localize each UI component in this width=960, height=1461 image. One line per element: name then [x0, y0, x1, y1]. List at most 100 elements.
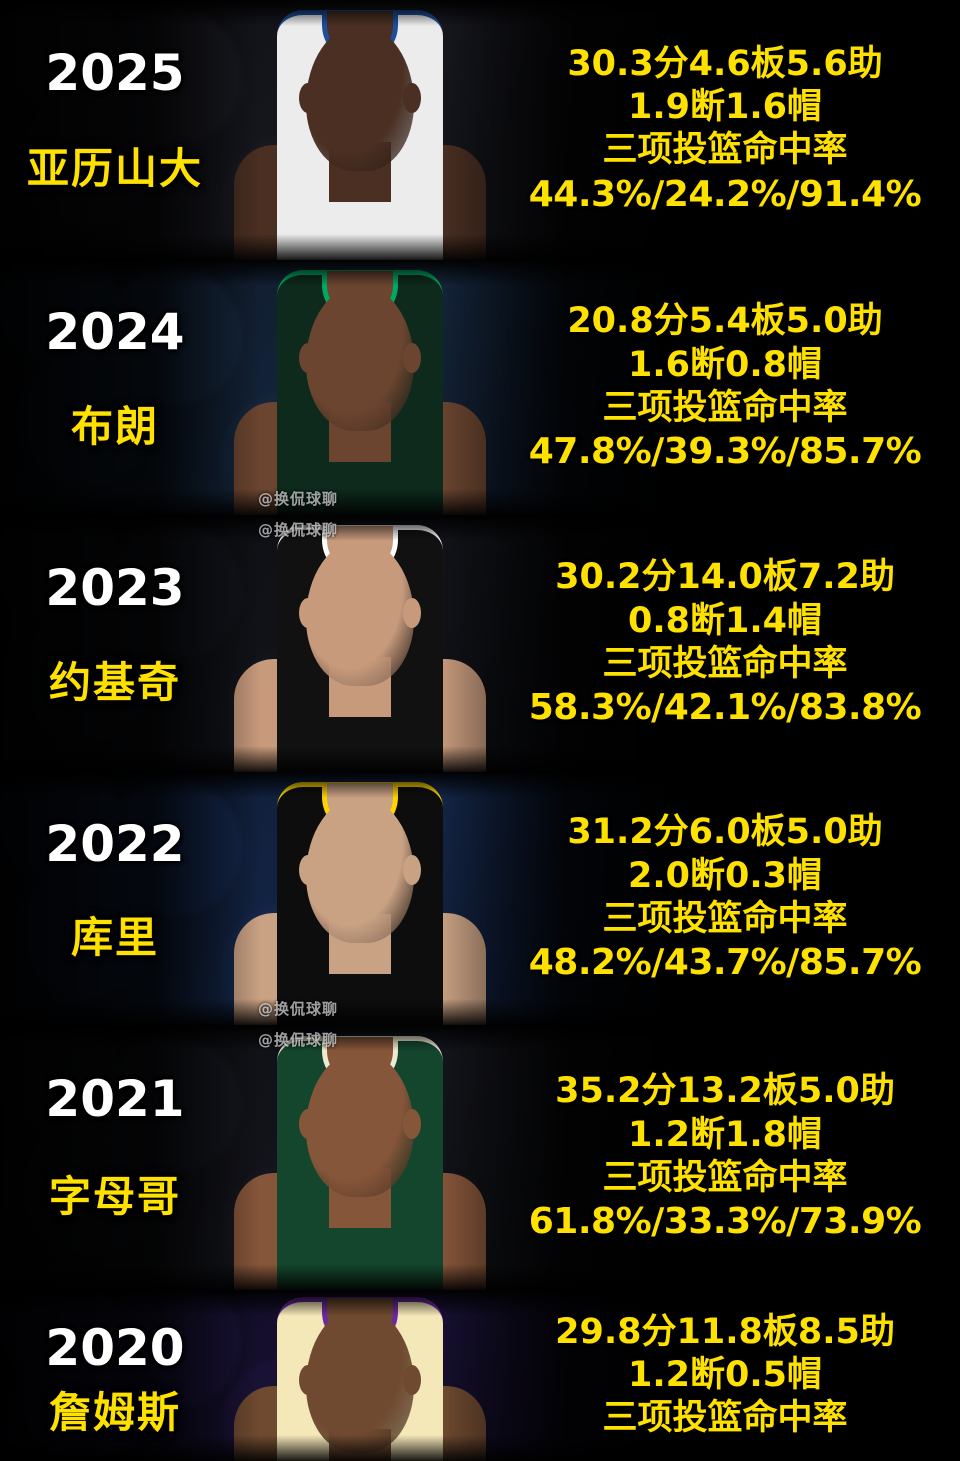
- player-head: [299, 1306, 421, 1453]
- stat-line-defense: 1.2断1.8帽: [627, 1114, 822, 1155]
- top-gradient: [0, 1290, 960, 1316]
- watermark: @换侃球聊: [258, 521, 339, 539]
- player-ear: [299, 854, 317, 885]
- player-name: 亚历山大: [26, 144, 203, 193]
- label-column: 2022 库里: [0, 772, 230, 1025]
- stat-line-defense: 0.8断1.4帽: [627, 600, 822, 641]
- top-gradient: [0, 0, 960, 26]
- stat-block: 35.2分13.2板5.0助 1.2断1.8帽 三项投篮命中率 61.8%/33…: [490, 1025, 960, 1290]
- right-gradient: [440, 515, 960, 772]
- label-column: 2020 詹姆斯: [0, 1290, 230, 1461]
- player-name: 字母哥: [48, 1172, 181, 1221]
- player-row: 2020 詹姆斯 29.8分11.8板8.5助 1.2断0.5帽 三项投篮命中率: [0, 1290, 960, 1461]
- player-figure: [230, 1296, 490, 1461]
- season-year: 2024: [45, 303, 185, 361]
- left-gradient: [0, 772, 260, 1025]
- player-head: [299, 284, 421, 431]
- stat-line-header: 三项投篮命中率: [602, 387, 848, 428]
- bottom-gradient: [0, 489, 960, 515]
- player-head: [299, 796, 421, 943]
- stat-line-counting: 29.8分11.8板8.5助: [555, 1311, 895, 1352]
- stat-block: 20.8分5.4板5.0助 1.6断0.8帽 三项投篮命中率 47.8%/39.…: [490, 260, 960, 515]
- player-head: [299, 1050, 421, 1197]
- right-gradient: [440, 772, 960, 1025]
- watermark: @换侃球聊: [258, 1000, 339, 1018]
- stat-line-header: 三项投篮命中率: [602, 1398, 848, 1439]
- label-column: 2024 布朗: [0, 260, 230, 515]
- season-year: 2020: [45, 1319, 185, 1377]
- top-gradient: [0, 772, 960, 798]
- player-ear: [299, 1108, 317, 1139]
- player-photo: [0, 772, 960, 1025]
- player-name: 库里: [70, 913, 159, 962]
- player-ear: [403, 1364, 421, 1395]
- stat-line-counting: 35.2分13.2板5.0助: [555, 1071, 895, 1112]
- stat-line-counting: 20.8分5.4板5.0助: [567, 301, 883, 342]
- stat-line-header: 三项投篮命中率: [602, 130, 848, 171]
- left-gradient: [0, 515, 260, 772]
- player-row: @换侃球聊 2021 字母哥 35.2分13.2板5.0助 1.2断1.8帽 三…: [0, 1025, 960, 1290]
- player-head: [299, 540, 421, 687]
- stat-block: 30.3分4.6板5.6助 1.9断1.6帽 三项投篮命中率 44.3%/24.…: [490, 0, 960, 260]
- stat-line-percentages: 47.8%/39.3%/85.7%: [528, 431, 922, 473]
- player-ear: [403, 598, 421, 629]
- player-ear: [299, 1364, 317, 1395]
- player-figure: [230, 270, 490, 515]
- stat-line-defense: 1.9断1.6帽: [627, 87, 822, 128]
- bottom-gradient: [0, 1435, 960, 1461]
- season-year: 2021: [45, 1070, 185, 1128]
- player-row: @换侃球聊 2022 库里 31.2分6.0板5.0助 2.0断0.3帽 三项投…: [0, 772, 960, 1025]
- label-column: 2023 约基奇: [0, 515, 230, 772]
- season-year: 2023: [45, 559, 185, 617]
- stat-line-counting: 30.3分4.6板5.6助: [567, 43, 883, 84]
- stat-line-counting: 30.2分14.0板7.2助: [555, 557, 895, 598]
- stat-line-percentages: 48.2%/43.7%/85.7%: [528, 942, 922, 984]
- top-gradient: [0, 1025, 960, 1051]
- stat-line-header: 三项投篮命中率: [602, 1157, 848, 1198]
- stat-line-header: 三项投篮命中率: [602, 643, 848, 684]
- left-gradient: [0, 260, 260, 515]
- player-name: 布朗: [70, 402, 159, 451]
- stat-block: 31.2分6.0板5.0助 2.0断0.3帽 三项投篮命中率 48.2%/43.…: [490, 772, 960, 1025]
- stat-block: 30.2分14.0板7.2助 0.8断1.4帽 三项投篮命中率 58.3%/42…: [490, 515, 960, 772]
- player-ear: [403, 83, 421, 114]
- season-year: 2025: [45, 44, 185, 102]
- label-column: 2025 亚历山大: [0, 0, 230, 260]
- player-ear: [299, 83, 317, 114]
- stat-line-percentages: 58.3%/42.1%/83.8%: [528, 687, 922, 729]
- left-gradient: [0, 0, 260, 260]
- player-row: @换侃球聊 2023 约基奇 30.2分14.0板7.2助 0.8断1.4帽 三…: [0, 515, 960, 772]
- left-gradient: [0, 1290, 260, 1461]
- player-ear: [403, 1108, 421, 1139]
- stat-line-percentages: 61.8%/33.3%/73.9%: [528, 1201, 922, 1243]
- season-year: 2022: [45, 815, 185, 873]
- label-column: 2021 字母哥: [0, 1025, 230, 1290]
- left-gradient: [0, 1025, 260, 1290]
- player-photo: [0, 1290, 960, 1461]
- player-ear: [403, 854, 421, 885]
- player-head: [299, 25, 421, 172]
- stat-line-counting: 31.2分6.0板5.0助: [567, 812, 883, 853]
- player-row: @换侃球聊 2024 布朗 20.8分5.4板5.0助 1.6断0.8帽 三项投…: [0, 260, 960, 515]
- player-ear: [299, 598, 317, 629]
- player-ear: [403, 342, 421, 373]
- stat-block: 29.8分11.8板8.5助 1.2断0.5帽 三项投篮命中率: [490, 1290, 960, 1461]
- right-gradient: [440, 0, 960, 260]
- stat-line-defense: 2.0断0.3帽: [627, 855, 822, 896]
- top-gradient: [0, 260, 960, 286]
- stat-line-percentages: 44.3%/24.2%/91.4%: [528, 173, 922, 215]
- watermark: @换侃球聊: [258, 1031, 339, 1049]
- right-gradient: [440, 1025, 960, 1290]
- top-gradient: [0, 515, 960, 541]
- player-photo: [0, 0, 960, 260]
- player-name: 约基奇: [48, 658, 181, 707]
- player-ear: [299, 342, 317, 373]
- player-name: 詹姆斯: [48, 1388, 181, 1437]
- right-gradient: [440, 260, 960, 515]
- player-photo: [0, 515, 960, 772]
- player-photo: [0, 1025, 960, 1290]
- bottom-gradient: [0, 234, 960, 260]
- stat-line-defense: 1.6断0.8帽: [627, 344, 822, 385]
- bottom-gradient: [0, 1264, 960, 1290]
